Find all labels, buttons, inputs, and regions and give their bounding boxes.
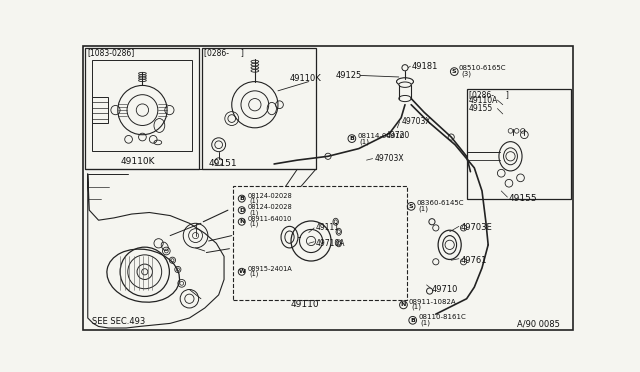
Text: 49720: 49720: [386, 131, 410, 140]
Text: 49761: 49761: [460, 256, 487, 265]
Text: 49155: 49155: [509, 194, 538, 203]
Text: 08911-1082A: 08911-1082A: [409, 299, 456, 305]
Text: (1): (1): [250, 198, 259, 204]
Ellipse shape: [139, 79, 147, 81]
Text: B: B: [349, 136, 355, 141]
Ellipse shape: [251, 66, 259, 69]
Text: N: N: [401, 302, 406, 307]
Text: 49710A: 49710A: [316, 239, 345, 248]
Text: (1): (1): [420, 319, 430, 326]
Bar: [202, 48, 316, 169]
Text: [1083-0286]: [1083-0286]: [87, 49, 134, 58]
Text: 08510-6165C: 08510-6165C: [459, 65, 506, 71]
Text: 49710: 49710: [432, 285, 458, 294]
Text: D: D: [239, 208, 244, 213]
Text: SEE SEC.493: SEE SEC.493: [92, 317, 146, 326]
Text: (1): (1): [360, 138, 369, 145]
Text: 08124-02028: 08124-02028: [247, 193, 292, 199]
Ellipse shape: [399, 82, 411, 87]
Text: 49703E: 49703E: [460, 224, 492, 232]
Text: (1): (1): [250, 221, 259, 227]
Text: [0286-     ]: [0286- ]: [469, 90, 509, 99]
Text: 49703X: 49703X: [401, 117, 431, 126]
Text: A/90 0085: A/90 0085: [516, 320, 559, 328]
Text: (1): (1): [419, 205, 429, 212]
Text: 49125: 49125: [336, 71, 362, 80]
Text: 08110-8161C: 08110-8161C: [418, 314, 466, 320]
Text: 49110K: 49110K: [120, 157, 155, 166]
Text: S: S: [452, 69, 456, 74]
Bar: [84, 48, 198, 169]
Text: 49110K: 49110K: [289, 74, 321, 83]
Ellipse shape: [139, 77, 147, 79]
Text: 49110A: 49110A: [469, 96, 499, 105]
Text: 49151: 49151: [209, 160, 237, 169]
Text: 08911-64010: 08911-64010: [247, 216, 292, 222]
Text: W: W: [238, 269, 245, 274]
Text: 49703X: 49703X: [374, 154, 404, 163]
Text: (1): (1): [250, 209, 259, 216]
Ellipse shape: [251, 60, 259, 63]
Ellipse shape: [251, 70, 259, 72]
Text: B: B: [239, 196, 244, 201]
Text: 49181: 49181: [411, 62, 438, 71]
Text: 49111: 49111: [316, 224, 340, 232]
Text: 49110: 49110: [291, 299, 319, 309]
Text: 49155: 49155: [469, 104, 493, 113]
Text: B: B: [410, 318, 415, 323]
Text: 08360-6145C: 08360-6145C: [417, 200, 464, 206]
Text: 08124-02028: 08124-02028: [247, 204, 292, 210]
Ellipse shape: [139, 73, 147, 75]
Bar: [232, 186, 406, 300]
Ellipse shape: [139, 75, 147, 77]
Text: (1): (1): [250, 271, 259, 278]
Bar: [92, 97, 108, 123]
Text: (1): (1): [411, 304, 421, 311]
Text: N: N: [239, 219, 244, 224]
Text: 08915-2401A: 08915-2401A: [247, 266, 292, 272]
Text: [0286-     ]: [0286- ]: [204, 49, 244, 58]
Bar: [92, 60, 193, 151]
Text: 08114-00010: 08114-00010: [357, 132, 404, 138]
Bar: [467, 89, 572, 199]
Ellipse shape: [251, 63, 259, 66]
Text: S: S: [409, 204, 413, 209]
Text: (3): (3): [461, 71, 471, 77]
